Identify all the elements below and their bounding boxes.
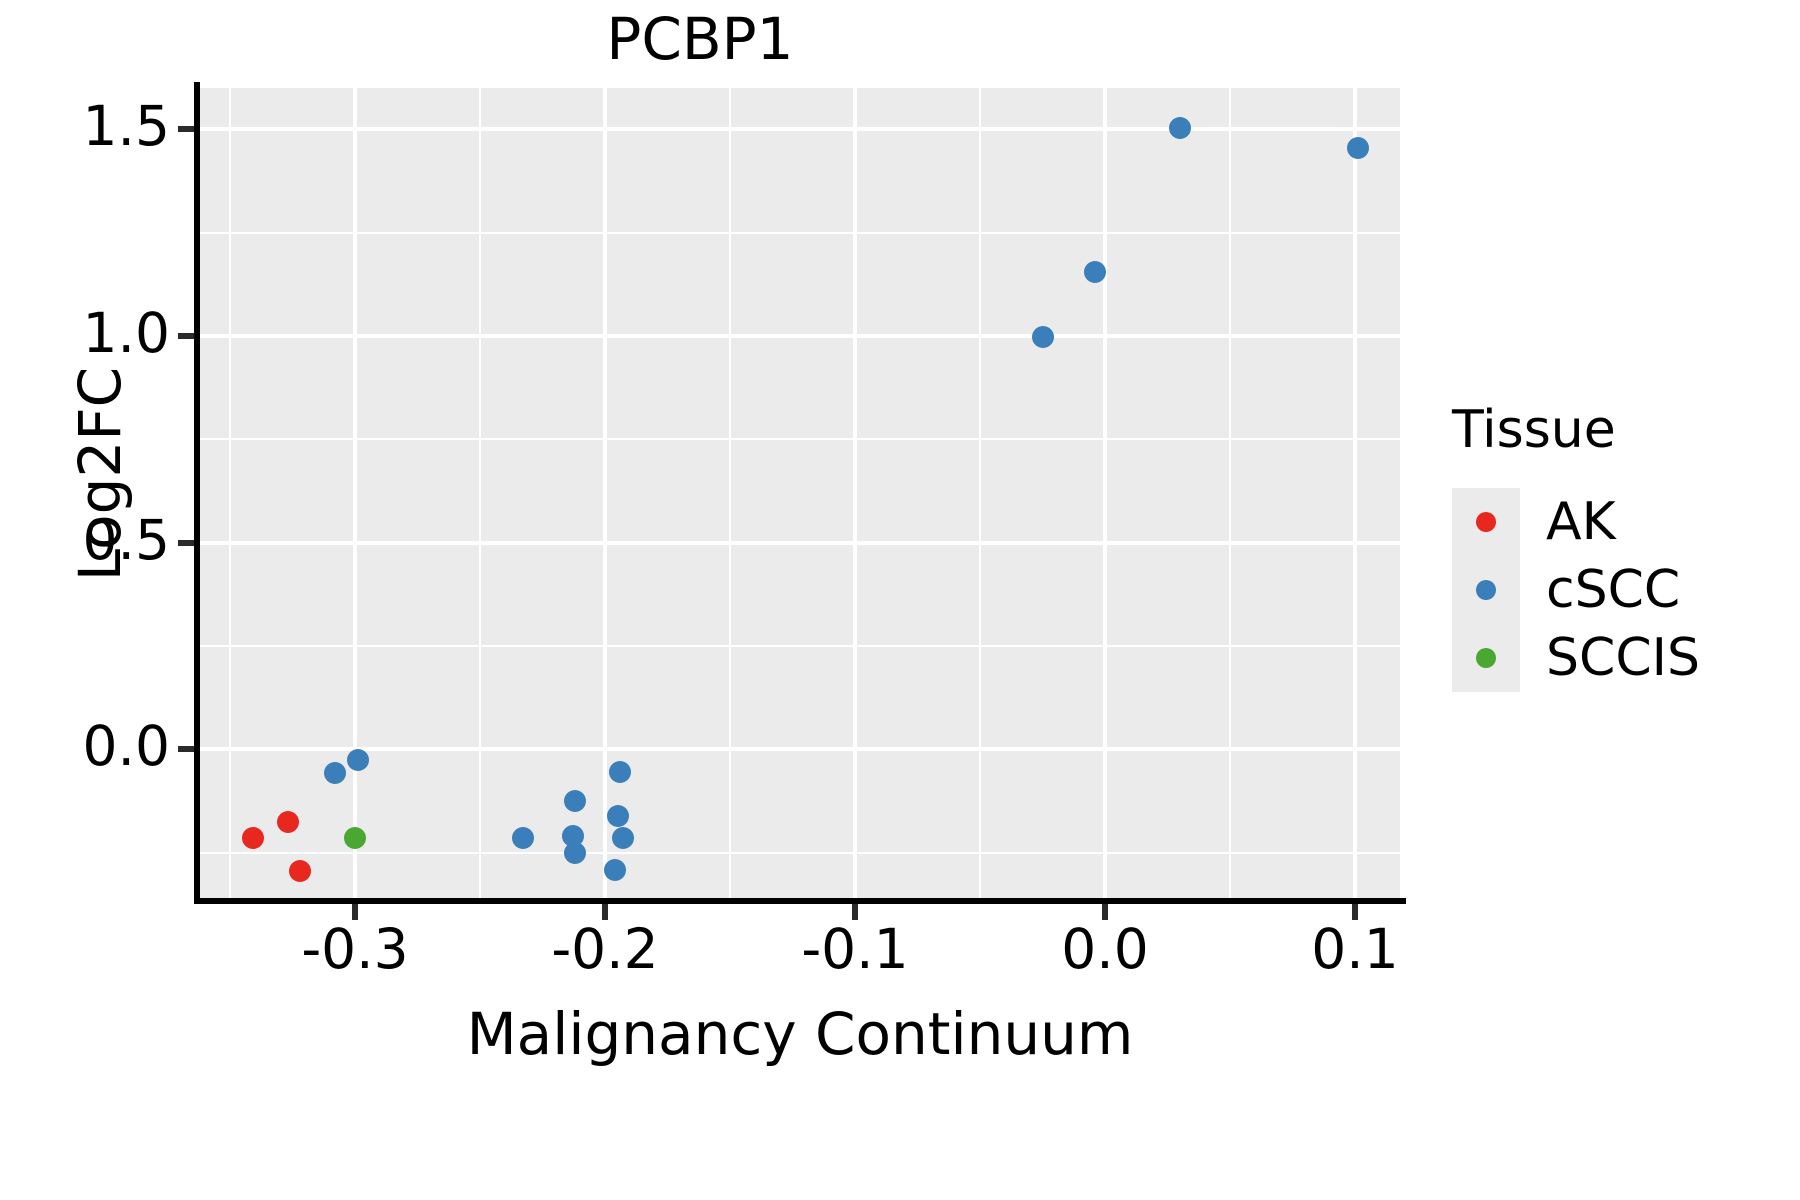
gridline-major-vertical (853, 88, 857, 898)
data-point (344, 827, 366, 850)
gridline-major-vertical (1353, 88, 1357, 898)
x-tick-label: 0.1 (1311, 917, 1399, 981)
gridline-major-horizontal (200, 333, 1400, 338)
y-tick-label: 1.0 (82, 300, 170, 365)
page-title: PCBP1 (606, 5, 794, 73)
gridline-major-horizontal (200, 747, 1400, 752)
gridline-minor-horizontal (200, 644, 1400, 647)
gridline-major-vertical (353, 88, 357, 898)
y-tick-label: 0.0 (82, 714, 170, 779)
x-tick-mark (1102, 904, 1108, 920)
gridline-major-vertical (603, 88, 607, 898)
x-axis-label: Malignancy Continuum (466, 1000, 1134, 1068)
gridline-major-horizontal (200, 127, 1400, 132)
x-tick-mark (852, 904, 858, 920)
legend-entries: AK cSCC SCCIS (1452, 488, 1782, 692)
gridline-minor-vertical (229, 88, 231, 898)
legend-title: Tissue (1452, 400, 1616, 460)
x-tick-label: 0.0 (1061, 917, 1149, 981)
data-point (564, 789, 586, 812)
x-tick-label: -0.3 (301, 917, 409, 981)
data-point (1169, 117, 1191, 140)
x-tick-label: -0.1 (801, 917, 909, 981)
x-tick-mark (602, 904, 608, 920)
legend-item-sccis[interactable]: SCCIS (1452, 624, 1782, 692)
gridline-minor-vertical (729, 88, 731, 898)
data-point (324, 761, 346, 784)
gridline-major-vertical (1103, 88, 1107, 898)
legend-item-label: AK (1546, 492, 1616, 552)
gridline-minor-horizontal (200, 851, 1400, 854)
gridline-major-horizontal (200, 540, 1400, 545)
y-tick-label: 1.5 (82, 94, 170, 159)
legend-key-swatch (1452, 556, 1520, 624)
data-point (564, 842, 586, 865)
data-point (241, 827, 264, 850)
legend-item-label: SCCIS (1546, 628, 1700, 688)
legend-item-cscc[interactable]: cSCC (1452, 556, 1782, 624)
y-tick-mark (178, 539, 194, 546)
y-tick-mark (178, 332, 194, 339)
legend-item-ak[interactable]: AK (1452, 488, 1782, 556)
legend-dot-icon (1476, 512, 1496, 532)
legend-dot-icon (1476, 580, 1496, 600)
gridline-minor-vertical (979, 88, 981, 898)
gridline-minor-horizontal (200, 438, 1400, 441)
data-point (1031, 325, 1054, 348)
x-axis-line (194, 898, 1406, 904)
data-point (511, 827, 534, 850)
data-point (346, 748, 369, 771)
data-point (606, 804, 629, 827)
data-point (289, 860, 311, 883)
data-point (1084, 260, 1106, 283)
data-point (609, 760, 631, 783)
x-tick-label: -0.2 (551, 917, 659, 981)
data-point (1346, 136, 1369, 159)
legend-key-swatch (1452, 488, 1520, 556)
legend: Tissue AK cSCC SCCIS (1452, 400, 1782, 692)
data-point (561, 825, 584, 848)
gridline-minor-horizontal (200, 231, 1400, 234)
legend-key-swatch (1452, 624, 1520, 692)
y-tick-mark (178, 126, 194, 133)
y-axis-label: Log2FC (66, 366, 134, 582)
data-point (276, 810, 299, 833)
data-point (611, 827, 634, 850)
data-point (604, 858, 626, 881)
x-tick-mark (352, 904, 358, 920)
y-tick-mark (178, 746, 194, 753)
gridline-minor-vertical (479, 88, 481, 898)
x-tick-mark (1352, 904, 1358, 920)
plot-panel (200, 88, 1400, 898)
y-tick-label: 0.5 (82, 507, 170, 572)
legend-dot-icon (1476, 648, 1496, 668)
legend-item-label: cSCC (1546, 560, 1681, 620)
gridline-minor-vertical (1229, 88, 1231, 898)
y-axis-line (194, 82, 200, 904)
